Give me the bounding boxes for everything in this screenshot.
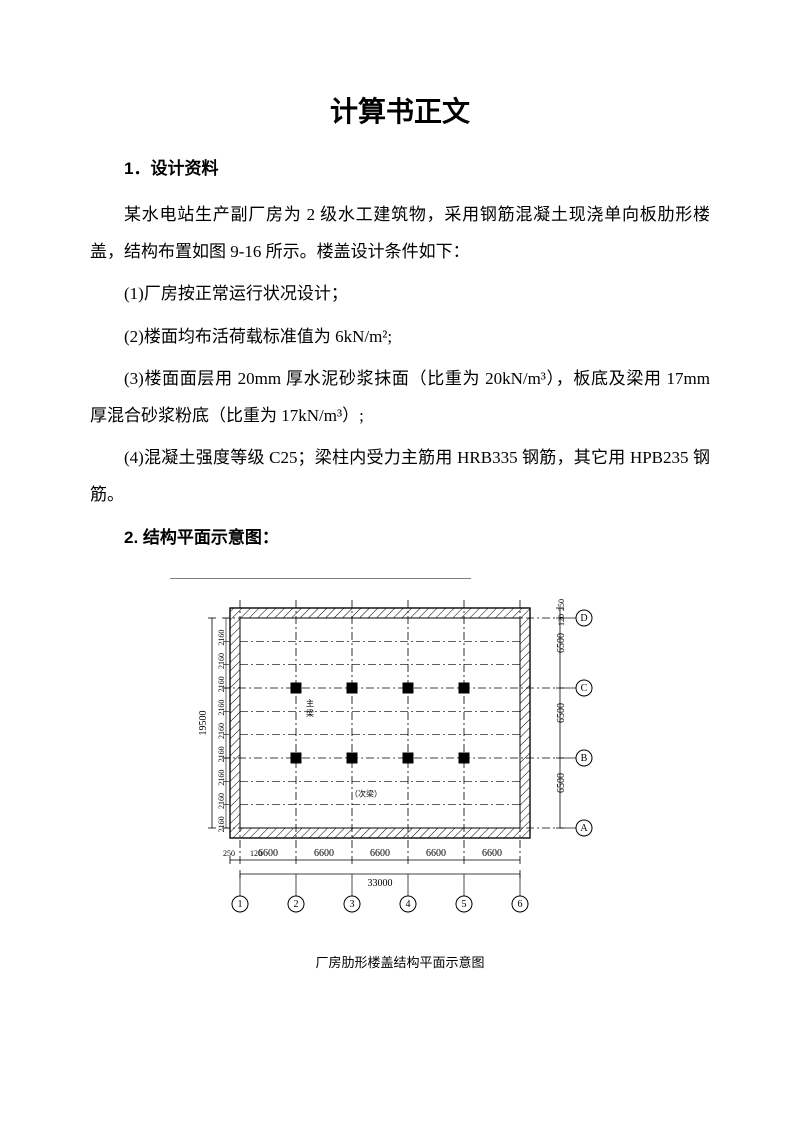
- svg-text:6600: 6600: [482, 848, 502, 859]
- svg-text:6600: 6600: [426, 848, 446, 859]
- figure-caption: 厂房肋形楼盖结构平面示意图: [90, 952, 710, 971]
- svg-text:梁: 梁: [306, 709, 314, 718]
- para-item1: (1)厂房按正常运行状况设计；: [90, 276, 710, 313]
- svg-text:4: 4: [406, 899, 411, 910]
- para-item4: (4)混凝土强度等级 C25；梁柱内受力主筋用 HRB335 钢筋，其它用 HP…: [90, 440, 710, 513]
- svg-text:6600: 6600: [258, 848, 278, 859]
- svg-text:6600: 6600: [314, 848, 334, 859]
- svg-text:6500: 6500: [556, 703, 567, 723]
- svg-text:A: A: [580, 823, 588, 834]
- svg-text:1: 1: [238, 899, 243, 910]
- svg-text:2160: 2160: [217, 770, 226, 786]
- svg-text:2160: 2160: [217, 747, 226, 763]
- svg-text:6600: 6600: [370, 848, 390, 859]
- svg-text:2160: 2160: [217, 630, 226, 646]
- para-item2: (2)楼面均布活荷载标准值为 6kN/m²;: [90, 319, 710, 356]
- svg-text:6500: 6500: [556, 633, 567, 653]
- svg-text:5: 5: [462, 899, 467, 910]
- svg-text:主: 主: [306, 698, 314, 708]
- svg-text:B: B: [581, 753, 588, 764]
- svg-text:C: C: [581, 683, 588, 694]
- section2-heading: 2. 结构平面示意图：: [90, 523, 710, 548]
- doc-title: 计算书正文: [90, 90, 710, 130]
- svg-text:（次梁）: （次梁）: [350, 789, 382, 799]
- svg-text:19500: 19500: [198, 711, 209, 736]
- svg-text:2160: 2160: [217, 653, 226, 669]
- svg-text:2160: 2160: [217, 677, 226, 693]
- svg-text:2160: 2160: [217, 793, 226, 809]
- plan-diagram: （次梁） 主梁 250 120 6600 6600 6600 6600 6600 33000 1 2 3…: [170, 578, 630, 938]
- svg-text:2160: 2160: [217, 817, 226, 833]
- svg-text:6: 6: [518, 899, 523, 910]
- svg-text:2: 2: [294, 899, 299, 910]
- svg-text:6500: 6500: [556, 773, 567, 793]
- svg-text:2160: 2160: [217, 700, 226, 716]
- svg-text:33000: 33000: [368, 878, 393, 889]
- svg-text:3: 3: [350, 899, 355, 910]
- svg-text:250: 250: [557, 599, 566, 611]
- svg-text:D: D: [580, 613, 587, 624]
- para-intro: 某水电站生产副厂房为 2 级水工建筑物，采用钢筋混凝土现浇单向板肋形楼盖，结构布…: [90, 197, 710, 270]
- svg-text:250: 250: [223, 849, 235, 858]
- figure-wrap: （次梁） 主梁 250 120 6600 6600 6600 6600 6600 33000 1 2 3…: [90, 578, 710, 971]
- svg-text:2160: 2160: [217, 723, 226, 739]
- section1-heading: 1．设计资料: [90, 154, 710, 179]
- svg-text:120: 120: [557, 614, 566, 626]
- para-item3: (3)楼面面层用 20mm 厚水泥砂浆抹面（比重为 20kN/m³），板底及梁用…: [90, 361, 710, 434]
